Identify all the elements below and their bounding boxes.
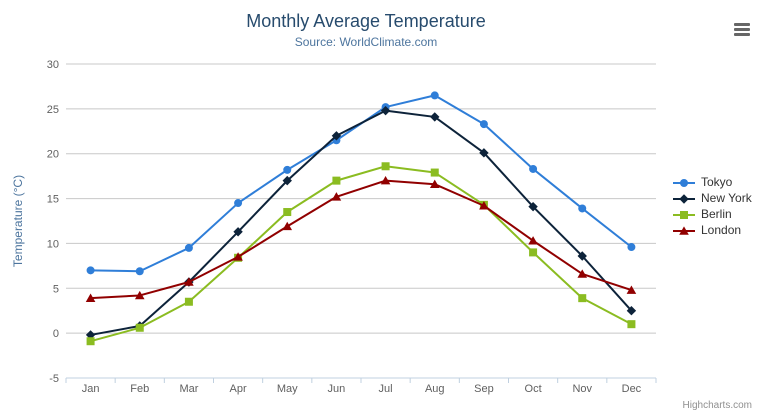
x-tick-label: Oct — [525, 383, 542, 395]
series-marker-london[interactable] — [429, 179, 440, 189]
series-marker-tokyo[interactable] — [184, 243, 193, 252]
y-tick-label: 10 — [47, 238, 59, 250]
series-marker-new-york[interactable] — [380, 105, 391, 116]
series-marker-berlin[interactable] — [283, 208, 292, 217]
diamond-marker-icon — [673, 193, 695, 204]
series-marker-new-york[interactable] — [282, 175, 292, 186]
series-line-new-york[interactable] — [89, 109, 633, 336]
x-tick-label: Sep — [474, 383, 494, 395]
square-marker-icon — [673, 210, 695, 219]
x-tick-label: Aug — [425, 383, 445, 395]
y-tick-label: 0 — [53, 328, 59, 340]
series-marker-berlin[interactable] — [381, 162, 390, 171]
series-marker-tokyo[interactable] — [529, 164, 538, 173]
series-marker-tokyo[interactable] — [578, 204, 587, 213]
chart-title: Monthly Average Temperature — [246, 11, 486, 31]
series-marker-berlin[interactable] — [135, 323, 144, 332]
series-marker-london[interactable] — [184, 277, 194, 286]
x-tick-label: Jun — [328, 383, 346, 395]
series-line-berlin[interactable] — [89, 165, 633, 343]
x-tick-label: Feb — [130, 383, 149, 395]
series-marker-berlin[interactable] — [86, 337, 95, 346]
series-marker-tokyo[interactable] — [479, 120, 488, 129]
series-marker-new-york[interactable] — [577, 251, 587, 261]
x-tick-label: Dec — [622, 383, 642, 395]
series-marker-tokyo[interactable] — [430, 91, 439, 100]
legend-marker — [679, 225, 689, 235]
x-tick-label: Apr — [230, 383, 247, 395]
y-axis-title: Temperature (°C) — [11, 175, 25, 267]
legend-label: New York — [701, 191, 752, 205]
series-marker-tokyo[interactable] — [135, 267, 144, 276]
y-tick-label: 20 — [47, 149, 59, 161]
x-tick-label: Nov — [572, 383, 592, 395]
legend-marker — [680, 210, 688, 219]
series-marker-tokyo[interactable] — [283, 165, 292, 174]
series-marker-tokyo[interactable] — [627, 243, 636, 252]
series-marker-tokyo[interactable] — [86, 266, 95, 275]
legend-label: London — [701, 223, 742, 237]
series-marker-london[interactable] — [85, 293, 96, 302]
series-marker-london[interactable] — [331, 192, 342, 201]
x-tick-label: Jan — [82, 383, 100, 395]
legend-marker — [679, 193, 689, 204]
series-marker-london[interactable] — [479, 201, 489, 210]
x-tick-label: Mar — [179, 383, 198, 395]
triangle-marker-icon — [673, 225, 695, 235]
legend-item-london[interactable]: London — [672, 224, 752, 237]
series-marker-london[interactable] — [577, 269, 588, 278]
series-marker-london[interactable] — [626, 285, 637, 294]
x-tick-label: Jul — [379, 383, 393, 395]
legend-item-berlin[interactable]: Berlin — [672, 208, 752, 221]
series-marker-new-york[interactable] — [479, 148, 489, 158]
series-line-tokyo[interactable] — [89, 94, 633, 273]
series-marker-berlin[interactable] — [332, 176, 341, 185]
series-marker-london[interactable] — [528, 236, 538, 245]
circle-marker-icon — [673, 178, 695, 187]
legend-label: Tokyo — [701, 175, 733, 189]
series-marker-new-york[interactable] — [528, 201, 538, 212]
legend-marker — [680, 178, 688, 187]
y-tick-label: 5 — [53, 283, 59, 295]
series-line-london[interactable] — [89, 179, 633, 300]
series-marker-berlin[interactable] — [430, 168, 439, 177]
series-marker-london[interactable] — [380, 176, 391, 185]
series-marker-london[interactable] — [282, 221, 293, 231]
y-tick-label: 15 — [47, 194, 59, 206]
legend: Tokyo New York Berlin London — [672, 176, 752, 237]
series-marker-tokyo[interactable] — [234, 199, 243, 208]
legend-item-tokyo[interactable]: Tokyo — [672, 176, 752, 189]
series-marker-new-york[interactable] — [233, 227, 243, 237]
context-menu-button[interactable] — [729, 16, 755, 42]
series-marker-new-york[interactable] — [331, 131, 342, 141]
y-tick-label: -5 — [49, 373, 59, 385]
series-marker-berlin[interactable] — [627, 320, 636, 329]
series-marker-berlin[interactable] — [184, 297, 193, 306]
x-tick-label: May — [277, 383, 298, 395]
y-tick-label: 25 — [47, 104, 59, 116]
chart-subtitle: Source: WorldClimate.com — [294, 35, 438, 49]
series-marker-london[interactable] — [134, 290, 145, 300]
legend-label: Berlin — [701, 207, 732, 221]
highcharts-credit[interactable]: Highcharts.com — [682, 400, 752, 411]
series-marker-new-york[interactable] — [626, 306, 637, 316]
series-marker-berlin[interactable] — [578, 294, 587, 303]
y-tick-label: 30 — [47, 59, 59, 71]
series-marker-berlin[interactable] — [529, 248, 538, 257]
series-marker-london[interactable] — [233, 252, 243, 261]
legend-item-new-york[interactable]: New York — [672, 192, 752, 205]
series-marker-new-york[interactable] — [430, 112, 440, 122]
